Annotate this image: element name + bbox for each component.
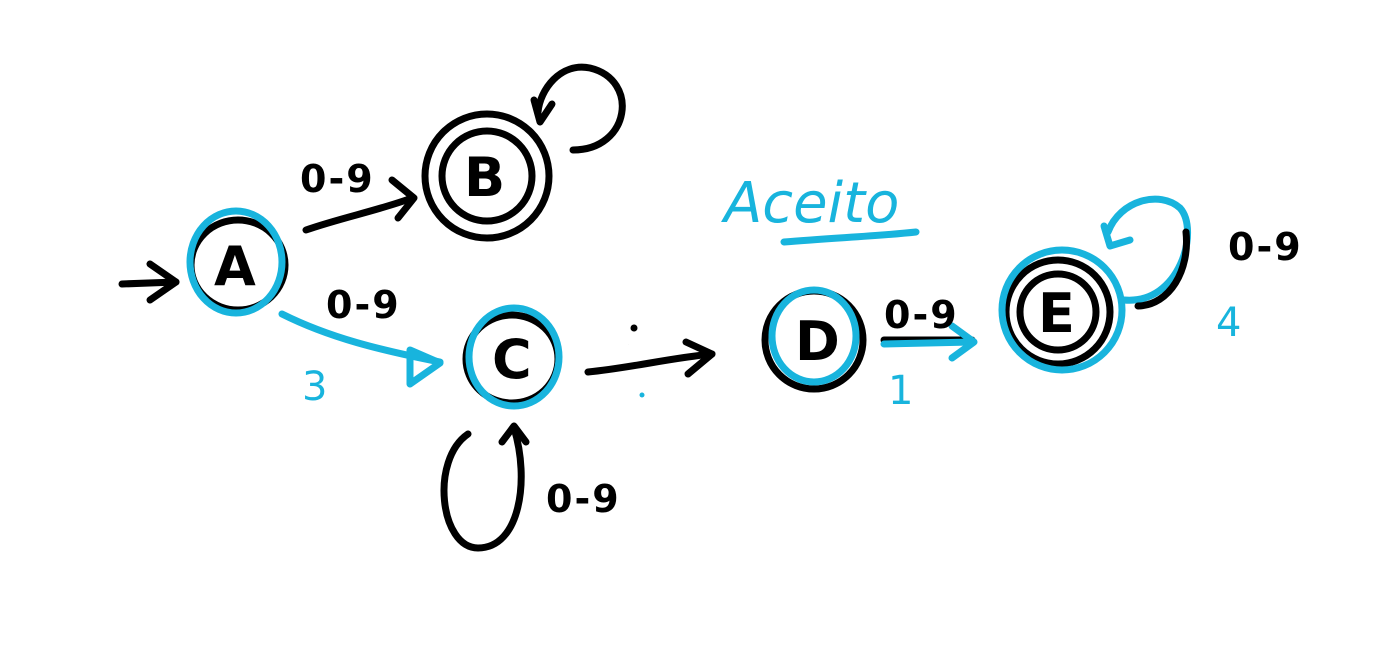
transition-c-d-dot-upper xyxy=(630,324,638,332)
state-b: B xyxy=(421,110,553,242)
transition-e-self-loop: 0-9 4 xyxy=(1100,195,1303,346)
transition-b-self-loop xyxy=(530,63,626,154)
accept-annotation-text: Aceito xyxy=(721,171,899,236)
transition-a-b: 0-9 xyxy=(300,157,418,234)
state-c-label: C xyxy=(492,328,532,391)
state-d-label: D xyxy=(795,310,840,373)
transition-d-e-label: 0-9 xyxy=(884,293,959,337)
transition-c-self-loop: 0-9 xyxy=(440,422,621,552)
state-a: A xyxy=(186,207,289,317)
transition-c-d: . xyxy=(584,324,716,398)
initial-arrow xyxy=(118,260,180,304)
transition-c-d-dot-lower xyxy=(639,392,645,398)
state-e-label: E xyxy=(1038,282,1075,345)
transition-a-c-step: 3 xyxy=(302,364,327,410)
state-a-label: A xyxy=(214,235,256,298)
transition-e-self-loop-label: 0-9 xyxy=(1228,225,1303,269)
transition-c-d-label: . xyxy=(628,344,629,346)
accept-annotation: Aceito xyxy=(721,171,920,246)
transition-a-b-label: 0-9 xyxy=(300,157,375,201)
transition-c-self-loop-label: 0-9 xyxy=(546,477,621,521)
state-b-label: B xyxy=(464,146,505,209)
transition-a-c: 0-9 3 xyxy=(278,283,444,410)
transition-d-e-step: 1 xyxy=(888,368,913,414)
transition-e-self-loop-step: 4 xyxy=(1216,300,1241,346)
transition-a-c-label: 0-9 xyxy=(326,283,401,327)
transition-d-e: 0-9 1 xyxy=(880,293,978,414)
state-d: D xyxy=(761,286,867,393)
state-c: C xyxy=(462,304,563,410)
state-e: E xyxy=(998,246,1126,374)
